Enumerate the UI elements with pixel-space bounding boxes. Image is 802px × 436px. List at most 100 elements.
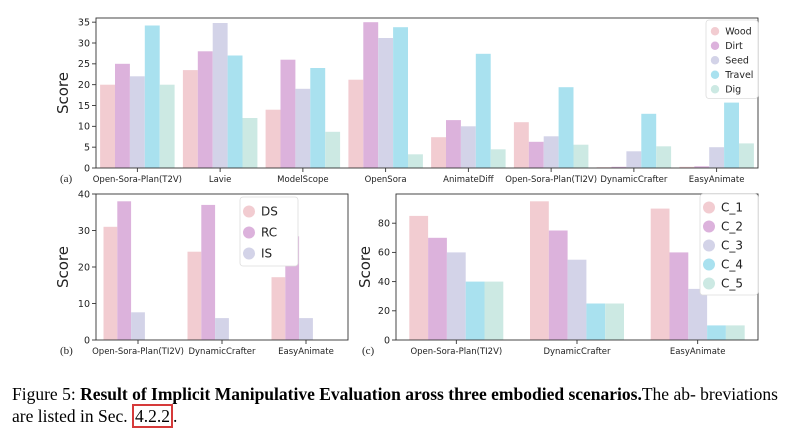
section-reference-link[interactable]: 4.2.2 [132, 404, 174, 428]
legend-label: C_5 [721, 277, 743, 291]
bar [543, 136, 559, 168]
legend-label: Seed [725, 56, 749, 67]
bar [363, 22, 379, 169]
y-tick-label: 5 [84, 142, 90, 153]
y-axis-label: Score [54, 72, 72, 114]
legend-label: Travel [724, 70, 753, 81]
x-tick-label: DynamicCrafter [188, 347, 256, 357]
bar [724, 102, 739, 168]
legend-box [699, 193, 759, 296]
bar [295, 88, 311, 168]
legend-label: C_3 [721, 239, 743, 253]
bar [431, 137, 446, 168]
bar [159, 84, 175, 168]
y-tick-label: 10 [78, 122, 90, 133]
legend-marker [703, 277, 715, 290]
bar [325, 131, 341, 169]
y-tick-label: 40 [378, 277, 390, 288]
bar [197, 51, 213, 168]
bar [586, 303, 606, 340]
bar [528, 141, 544, 169]
bar [201, 204, 216, 340]
caption-end: . [173, 406, 178, 426]
bar [215, 318, 229, 340]
bar [548, 230, 568, 340]
bar [567, 259, 587, 340]
legend-marker [710, 56, 720, 65]
bar [408, 154, 423, 169]
x-tick-label: EasyAnimate [670, 347, 726, 357]
bar [409, 215, 429, 340]
legend-label: RC [261, 226, 277, 240]
chart-panel: 0 10 20 30 40 Open-Sora-Plan(TI2V) DynamicCraf… [54, 189, 349, 357]
bar [484, 281, 504, 340]
bar [573, 144, 589, 168]
legend: DS RC IS [239, 196, 299, 267]
y-tick-label: 0 [84, 335, 90, 346]
y-tick-label: 80 [378, 219, 390, 230]
bar [378, 38, 394, 168]
panel-label: (c) [362, 345, 375, 357]
x-tick-label: Lavie [209, 175, 232, 185]
x-tick-label: EasyAnimate [689, 175, 745, 185]
legend-label: C_4 [721, 258, 743, 272]
legend-marker [243, 226, 255, 239]
bar [129, 76, 145, 168]
legend-marker [703, 201, 715, 214]
y-tick-label: 0 [384, 335, 390, 346]
y-tick-label: 10 [78, 299, 90, 310]
legend-label: C_1 [721, 201, 743, 215]
bar [446, 252, 466, 340]
legend-marker [703, 220, 715, 233]
bar [348, 79, 364, 168]
bar [144, 25, 160, 168]
y-tick-label: 0 [84, 163, 90, 174]
bar [460, 126, 476, 168]
legend-label: C_2 [721, 220, 743, 234]
y-tick-label: 30 [78, 38, 90, 49]
y-axis-label: Score [54, 246, 72, 288]
legend: C_1 C_2 C_3 C_4 C_5 [699, 193, 759, 296]
bar [641, 113, 657, 168]
legend-label: IS [261, 247, 272, 261]
bar [187, 251, 202, 340]
bar [280, 59, 296, 169]
legend-label: Dirt [725, 41, 743, 52]
bar [131, 312, 145, 340]
bar [513, 122, 529, 168]
chart-panel: 0 5 10 15 20 25 30 35 Open-Sora-Plan(T2V) Lavie Mo… [54, 17, 759, 185]
bar [626, 151, 642, 168]
bar [310, 68, 326, 168]
legend-marker [703, 258, 715, 271]
x-tick-label: DynamicCrafter [543, 347, 611, 357]
x-tick-label: Open-Sora-Plan(TI2V) [410, 347, 502, 357]
panel-label: (a) [60, 173, 73, 185]
legend-marker [703, 239, 715, 252]
legend-marker [710, 27, 720, 36]
bar [694, 166, 710, 168]
bar [709, 147, 725, 168]
bar [428, 237, 447, 340]
y-tick-label: 35 [78, 17, 90, 28]
x-tick-label: Open-Sora-Plan(TI2V) [92, 347, 184, 357]
bar [475, 53, 491, 168]
bar [605, 303, 624, 340]
bar [299, 318, 313, 340]
y-tick-label: 20 [78, 80, 90, 91]
bar [679, 166, 695, 169]
y-tick-label: 15 [78, 101, 90, 112]
caption-text: The ab- breviations are listed in Sec. [12, 384, 778, 426]
y-axis-label: Score [356, 246, 374, 288]
legend-label: Wood [725, 27, 752, 38]
bar [393, 27, 408, 169]
bar [490, 149, 506, 169]
bar [265, 109, 281, 168]
bar [707, 325, 726, 340]
bar [688, 288, 708, 340]
bar [212, 23, 228, 168]
bar [103, 226, 118, 340]
caption-prefix: Figure 5: [12, 384, 81, 404]
bar [739, 143, 754, 168]
legend: Wood Dirt Seed Travel Dig [705, 19, 759, 99]
legend-box [239, 196, 299, 267]
